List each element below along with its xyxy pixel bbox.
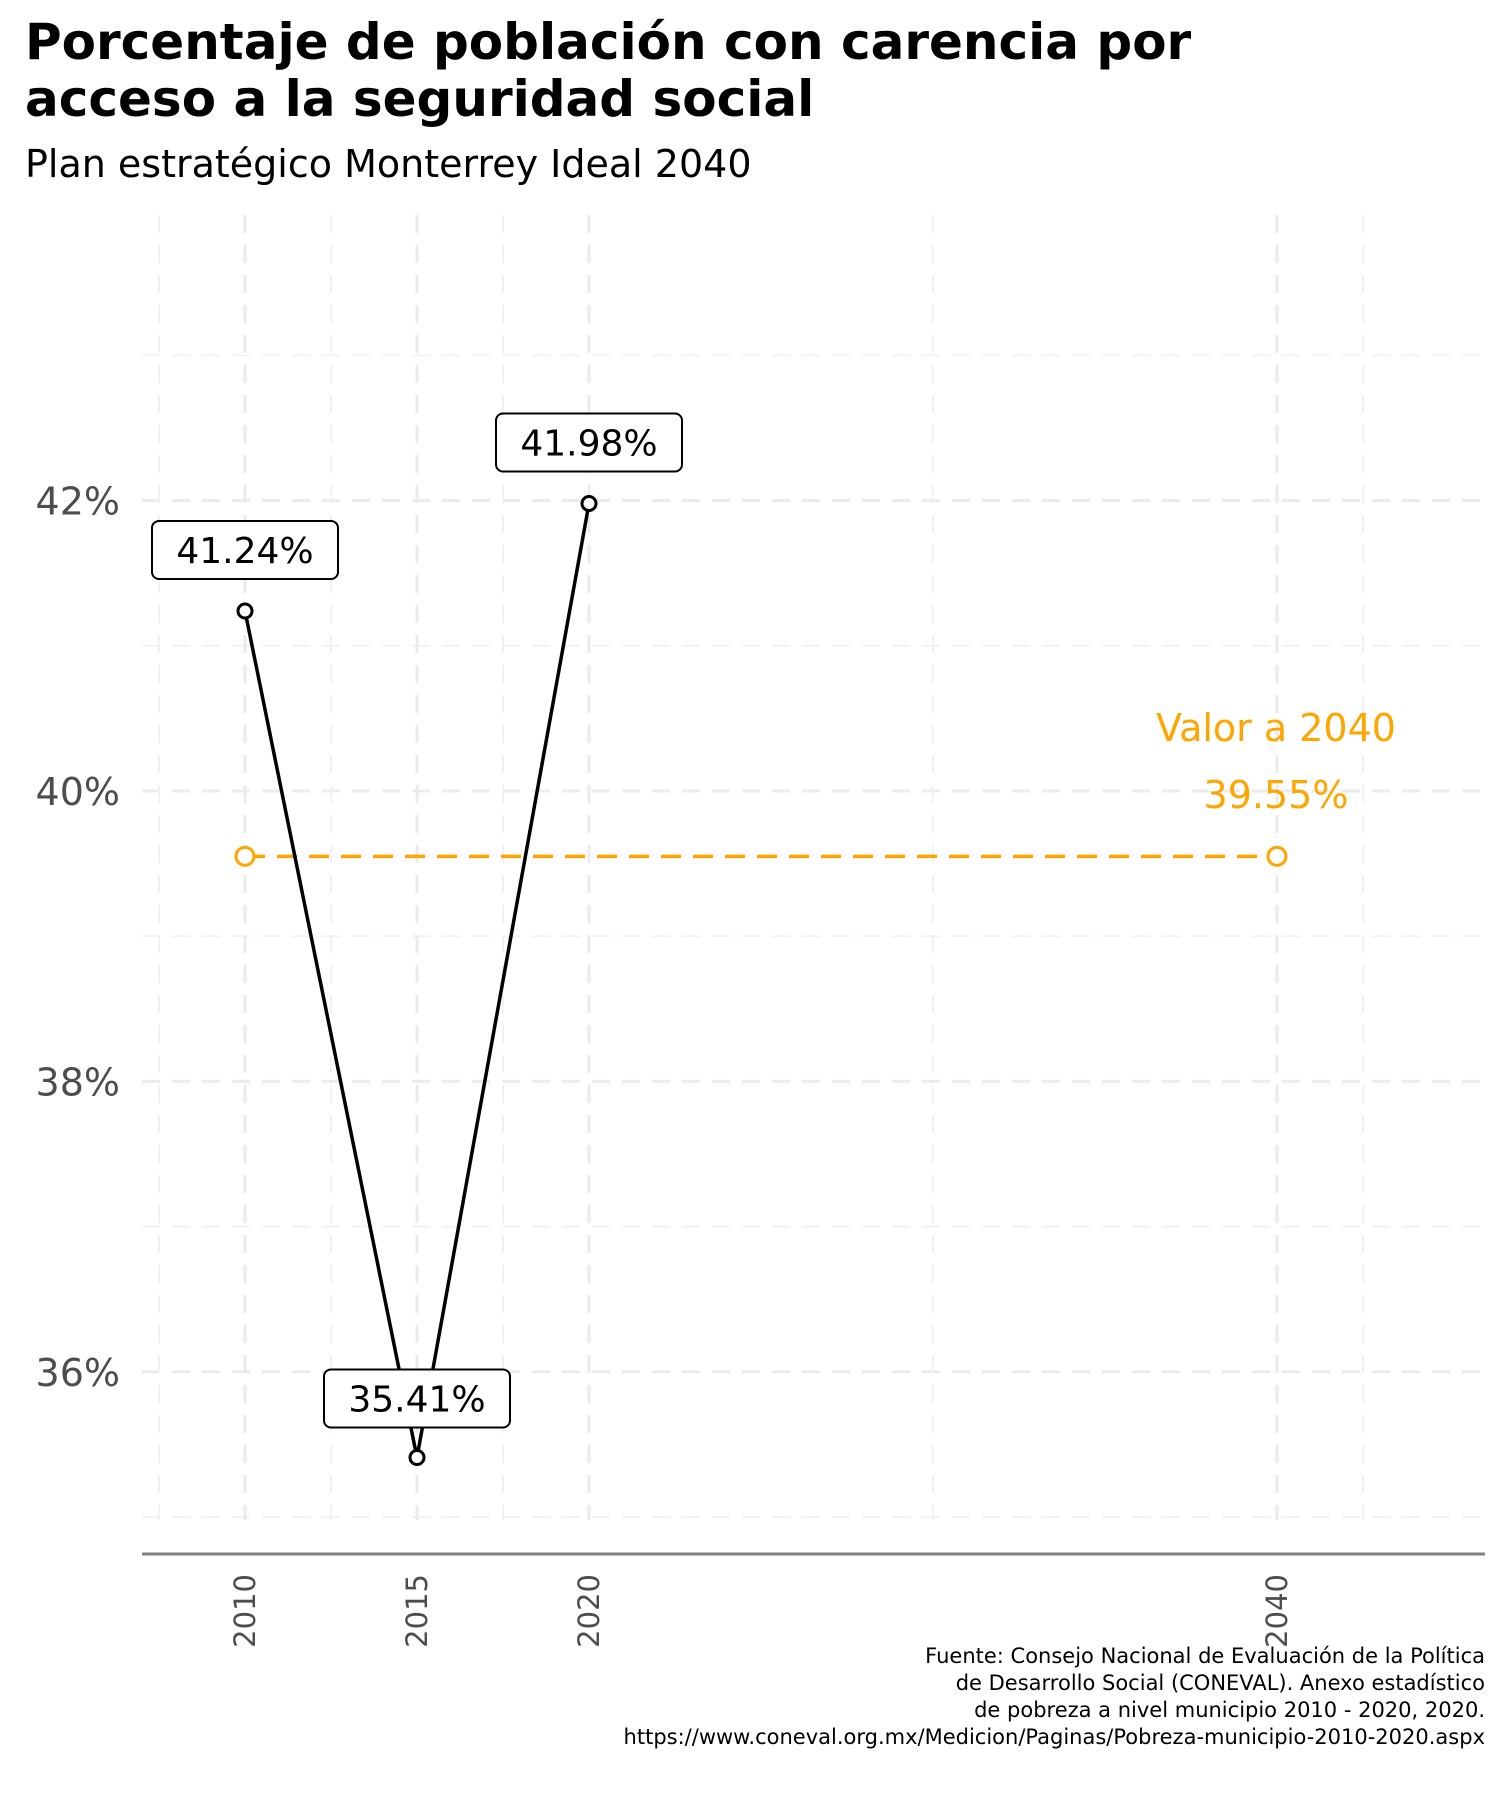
chart-caption: Fuente: Consejo Nacional de Evaluación d…	[624, 1643, 1485, 1751]
y-axis-ticks: 36% 38% 40% 42%	[36, 480, 120, 1395]
target-annotation: Valor a 2040 39.55%	[1156, 706, 1396, 817]
x-tick-label: 2020	[572, 1574, 606, 1648]
data-label-text: 41.24%	[176, 531, 313, 572]
x-axis-ticks: 2010 2015 2020 2040	[228, 1574, 1294, 1648]
y-tick-label: 40%	[36, 770, 120, 814]
caption-line-2: de Desarrollo Social (CONEVAL). Anexo es…	[955, 1671, 1485, 1695]
target-point	[1266, 845, 1288, 867]
data-label-box	[151, 519, 339, 580]
data-label-text: 35.41%	[348, 1379, 485, 1420]
data-label-text: 41.98%	[520, 424, 657, 465]
grid-lines	[142, 215, 1485, 1520]
series-point	[408, 1448, 426, 1466]
caption-line-1: Fuente: Consejo Nacional de Evaluación d…	[925, 1644, 1485, 1668]
data-label: 35.41%	[323, 1368, 511, 1429]
data-label-box	[323, 1368, 511, 1429]
data-label: 41.98%	[495, 412, 683, 473]
caption-line-4: https://www.coneval.org.mx/Medicion/Pagi…	[623, 1725, 1485, 1749]
y-tick-label: 38%	[36, 1060, 120, 1104]
x-tick-label: 2015	[400, 1574, 434, 1648]
x-tick-label: 2040	[1260, 1574, 1294, 1648]
y-tick-label: 42%	[36, 480, 120, 524]
data-series	[236, 495, 598, 1466]
series-point	[236, 602, 254, 620]
chart-title-line-1: Porcentaje de población con carencia por	[25, 13, 1192, 71]
chart-title-line-2: acceso a la seguridad social	[25, 70, 815, 128]
target-annotation-title: Valor a 2040	[1156, 706, 1396, 750]
data-label-box	[495, 412, 683, 473]
x-tick-label: 2010	[228, 1574, 262, 1648]
data-labels: 41.24% 35.41% 41.98%	[151, 412, 683, 1429]
target-annotation-value: 39.55%	[1204, 773, 1349, 817]
series-point	[580, 495, 598, 513]
target-series	[234, 845, 1288, 867]
y-tick-label: 36%	[36, 1351, 120, 1395]
chart-subtitle: Plan estratégico Monterrey Ideal 2040	[25, 142, 752, 186]
caption-line-3: de pobreza a nivel municipio 2010 - 2020…	[974, 1698, 1485, 1722]
data-label: 41.24%	[151, 519, 339, 580]
chart-title: Porcentaje de población con carencia por…	[25, 14, 1425, 128]
target-point	[234, 845, 256, 867]
